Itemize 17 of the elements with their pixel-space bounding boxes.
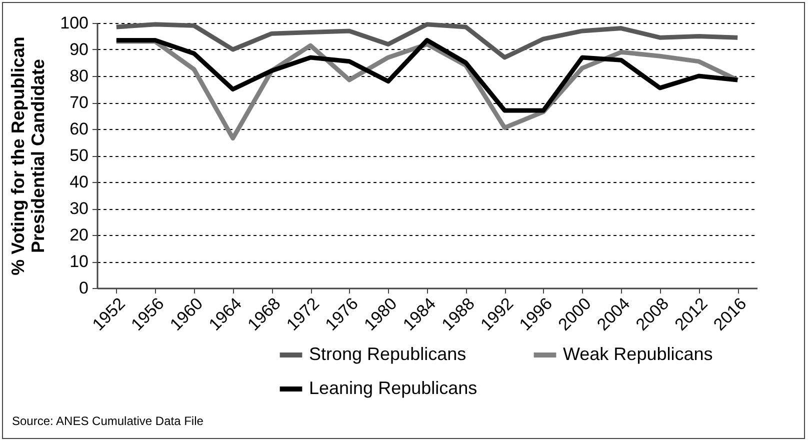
y-tick-label: 50 (70, 146, 88, 165)
y-tick-label: 20 (70, 226, 88, 244)
y-tick-label: 10 (70, 252, 88, 271)
legend-label: Leaning Republicans (309, 378, 478, 398)
y-tick-label: 60 (70, 120, 88, 138)
y-axis-title: % Voting for the Republican Presidential Candidate (8, 36, 48, 276)
y-tick-label: 70 (70, 93, 88, 112)
legend-label: Strong Republicans (309, 344, 466, 364)
y-tick-label: 30 (70, 199, 88, 218)
y-tick-label: 80 (70, 66, 88, 86)
y-tick-label: 100 (60, 14, 88, 32)
legend-label: Weak Republicans (563, 344, 713, 364)
y-tick-label: 90 (70, 40, 88, 59)
line-series (114, 22, 740, 60)
y-tick-label: 40 (70, 172, 88, 192)
source-note: Source: ANES Cumulative Data File (12, 414, 204, 428)
y-tick-label: 0 (79, 278, 88, 298)
